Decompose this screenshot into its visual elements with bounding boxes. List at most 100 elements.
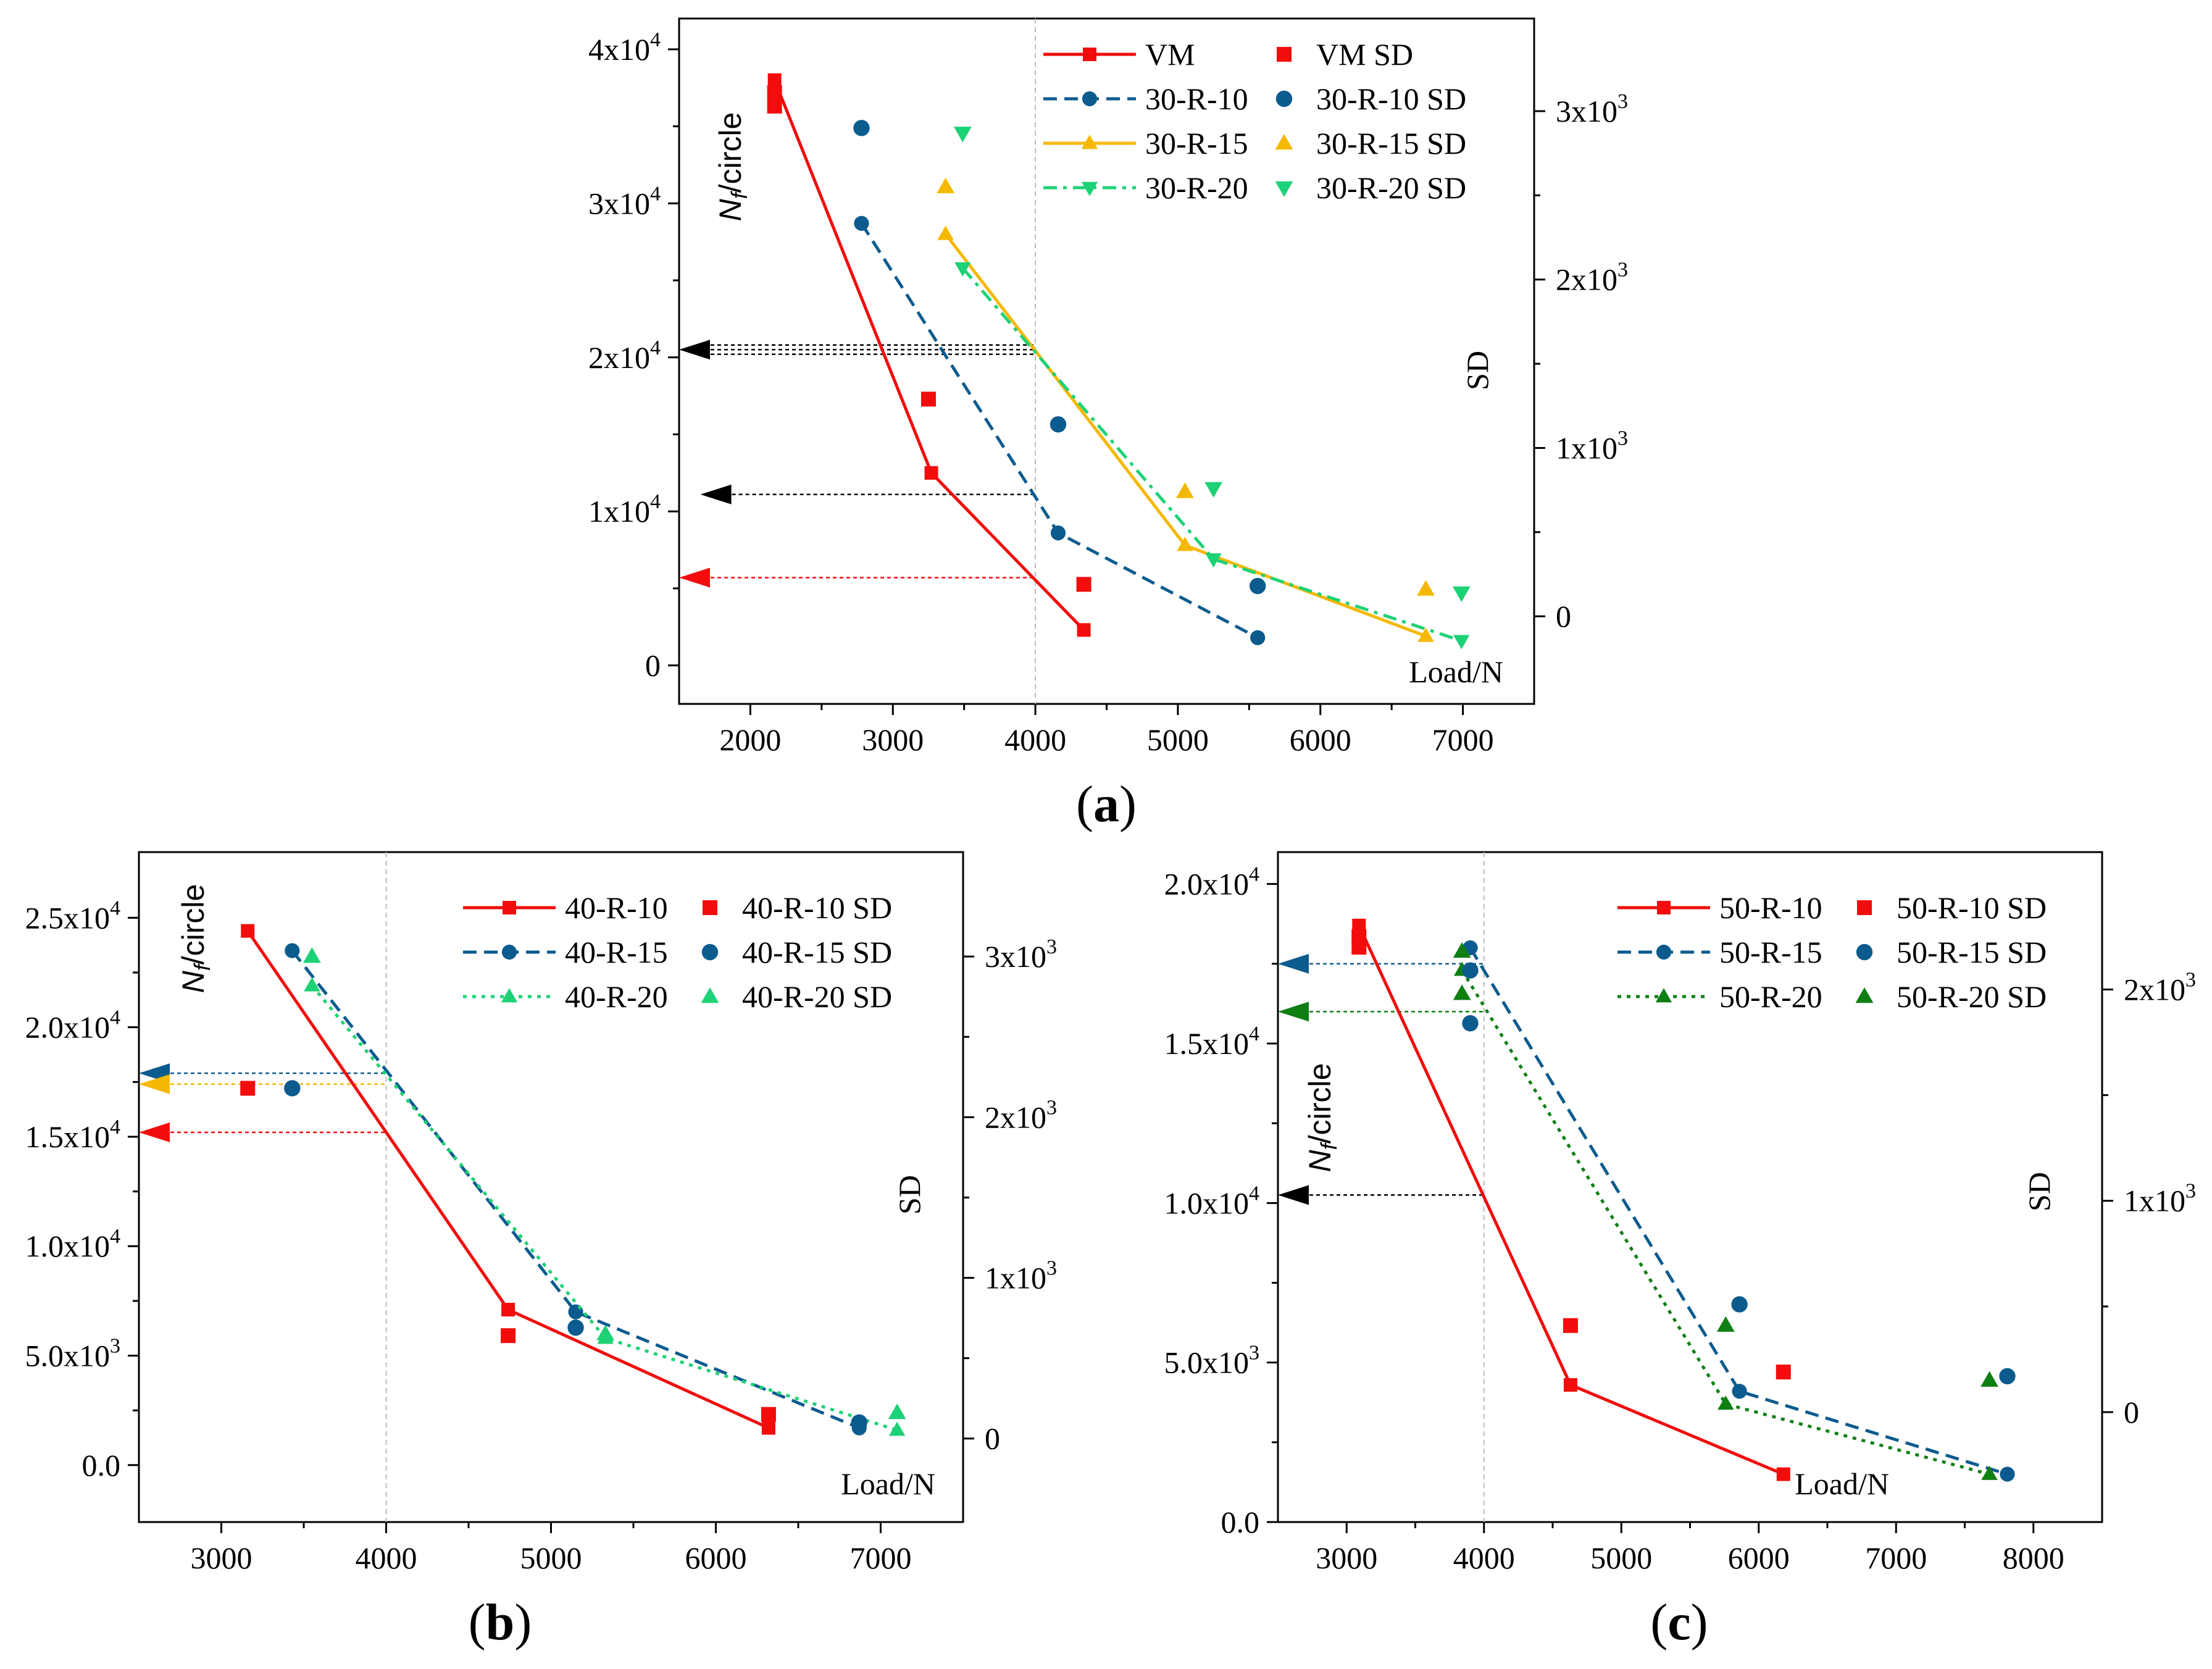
y-axis-label: Nf/circle: [713, 112, 752, 222]
data-point: [285, 943, 300, 958]
y-tick-label: 2.5x104: [25, 897, 121, 935]
x-tick-label: 3000: [862, 722, 924, 757]
chart-panel-a: 2000 3000 4000 5000 6000 7000 0 1x104 2x104 3x104…: [588, 17, 1628, 833]
legend-sd-label: VM SD: [1316, 37, 1413, 72]
x-axis-label: Load/N: [1795, 1466, 1889, 1501]
arrow-head: [679, 567, 710, 588]
sd-point: [1731, 1296, 1748, 1313]
data-point: [501, 1303, 515, 1317]
x-tick-label: 3000: [191, 1541, 253, 1575]
sd-series-40-R-20 SD: [303, 947, 906, 1420]
x-tick-label: 7000: [850, 1541, 912, 1575]
data-point: [1050, 525, 1066, 541]
data-point: [1981, 1465, 1998, 1480]
series-VM: [767, 73, 1091, 637]
data-point: [1776, 1467, 1790, 1481]
legend: VM 30-R-10 30-R-15 30-R-20 VM SD 30-R-10 SD 30…: [1043, 37, 1466, 205]
x-tick-label: 5000: [1590, 1541, 1652, 1575]
x-tick-label: 7000: [1432, 722, 1494, 757]
y-tick-label: 1.5x104: [1164, 1023, 1260, 1061]
panel-label: (b): [469, 1594, 532, 1651]
sd-point: [1453, 984, 1471, 1000]
plot-frame: [678, 17, 1535, 705]
x-tick-label: 3000: [1316, 1541, 1377, 1575]
sd-point: [1776, 1364, 1791, 1379]
y-axis-left: 0.0 5.0x103 1.0x104 1.5x104 2.0x104: [1164, 863, 1278, 1539]
legend-sd-label: 50-R-10 SD: [1897, 890, 2047, 925]
data-point: [1732, 1384, 1747, 1399]
sd-point: [851, 1414, 867, 1431]
x-tick-label: 6000: [1728, 1541, 1790, 1575]
sd-point: [888, 1403, 906, 1420]
y-tick-label: 5.0x103: [1164, 1342, 1260, 1380]
series-50-R-10: [1352, 918, 1790, 1481]
x-tick-label: 6000: [685, 1541, 747, 1575]
data-point: [241, 924, 255, 938]
series-line: [1469, 947, 2008, 1476]
sd-point: [953, 127, 972, 143]
arrow-head: [139, 1074, 170, 1094]
legend-marker: [501, 988, 518, 1003]
series-40-R-15: [285, 943, 867, 1436]
y2-tick-label: 3x103: [1556, 90, 1628, 128]
x-tick-label: 6000: [1290, 722, 1351, 757]
sd-point: [1204, 482, 1223, 498]
y-tick-label: 3x104: [588, 182, 661, 220]
legend-label: 50-R-20: [1719, 979, 1822, 1014]
y2-tick-label: 1x103: [985, 1257, 1057, 1295]
legend-sd-marker: [1275, 90, 1293, 107]
data-point: [854, 215, 869, 231]
sd-point: [1716, 1316, 1735, 1332]
legend-marker: [1083, 48, 1096, 61]
sd-series-50-R-20 SD: [1453, 942, 1998, 1387]
data-point: [767, 73, 782, 87]
data-point: [1352, 918, 1366, 932]
series-line: [1461, 969, 1990, 1476]
sd-series-50-R-15 SD: [1462, 962, 2016, 1385]
sd-point: [761, 1407, 776, 1422]
sd-series-VM SD: [767, 85, 1091, 592]
sd-point: [1462, 962, 1479, 979]
y-axis-label: Nf/circle: [1303, 1063, 1342, 1173]
legend-sd-marker: [1277, 47, 1292, 62]
y2-tick-label: 0: [1556, 599, 1571, 634]
y2-tick-label: 1x103: [1556, 427, 1628, 465]
data-point: [304, 977, 320, 992]
series-30-R-20: [954, 262, 1470, 650]
legend-sd-label: 30-R-20 SD: [1316, 170, 1466, 205]
legend-sd-marker: [1275, 134, 1293, 150]
legend-sd-marker: [1855, 987, 1874, 1003]
y-tick-label: 1.0x104: [25, 1225, 121, 1263]
legend-marker: [1081, 182, 1098, 196]
legend-marker: [501, 944, 517, 960]
y-tick-label: 2.0x104: [1164, 863, 1260, 901]
data-point: [1077, 623, 1091, 637]
legend-sd-label: 40-R-10 SD: [742, 890, 892, 925]
sd-series-30-R-15 SD: [937, 177, 1435, 596]
data-point: [954, 262, 971, 277]
legend-label: 50-R-15: [1719, 935, 1822, 969]
legend-label: 40-R-10: [565, 890, 668, 925]
y2-tick-label: 2x103: [2124, 968, 2196, 1006]
legend: 50-R-10 50-R-15 50-R-20 50-R-10 SD 50-R-15 S…: [1617, 890, 2047, 1014]
y-tick-label: 1x104: [588, 490, 661, 529]
y-tick-label: 0.0: [1221, 1505, 1260, 1539]
series-30-R-15: [937, 225, 1434, 642]
sd-point: [1076, 577, 1091, 592]
legend-label: 40-R-20: [565, 979, 668, 1014]
panel-label: (a): [1076, 776, 1137, 833]
data-point: [1563, 1378, 1577, 1392]
y-tick-label: 0: [645, 648, 661, 683]
legend-sd-label: 50-R-20 SD: [1897, 979, 2047, 1014]
x-tick-label: 4000: [1004, 722, 1066, 757]
sd-series-30-R-20 SD: [953, 127, 1471, 602]
data-point: [937, 225, 954, 240]
reference-arrows: [679, 340, 1036, 588]
x-tick-label: 7000: [1865, 1541, 1927, 1575]
data-point: [1250, 630, 1266, 645]
legend-marker: [1656, 944, 1672, 960]
sd-point: [1462, 1015, 1479, 1032]
legend-sd-label: 30-R-15 SD: [1316, 126, 1466, 161]
y2-axis-label: SD: [2022, 1172, 2056, 1211]
